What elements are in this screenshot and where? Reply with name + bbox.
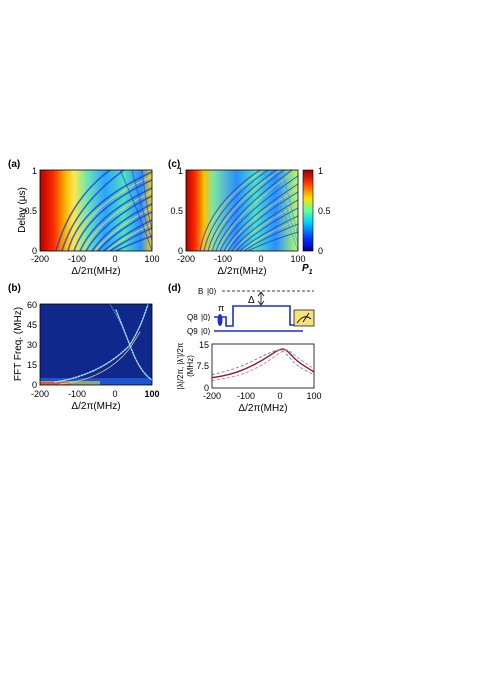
panel-d-yticks: 0 7.5 15 — [196, 340, 209, 393]
ytick-label: 0 — [32, 380, 37, 390]
fringes-c — [199, 170, 298, 251]
ytick-label: 0 — [204, 383, 209, 393]
panel-a-ylabel: Delay (μs) — [17, 187, 28, 233]
curve-dashed-2 — [212, 349, 314, 382]
panel-b-yticks: 0 15 30 45 60 — [27, 300, 37, 390]
panel-a-yticks: 0 0.5 1 — [24, 166, 37, 256]
ytick-label: 1 — [32, 166, 37, 176]
xtick-label: -100 — [68, 389, 86, 399]
panel-d-label: (d) — [168, 283, 181, 294]
ytick-label: 15 — [199, 340, 209, 350]
colorbar-label: P1 — [302, 263, 313, 276]
ytick-label: 0.5 — [170, 206, 183, 216]
ytick-label: 0 — [178, 246, 183, 256]
xtick-label: -200 — [203, 391, 221, 401]
level-q9-label: Q9 — [187, 327, 198, 336]
panel-c-label: (c) — [168, 159, 180, 170]
panel-d-xlabel: Δ/2π(MHz) — [238, 403, 287, 414]
xtick-label: 100 — [290, 254, 305, 264]
fringes-a-right — [119, 170, 152, 251]
ket-b: |0⟩ — [207, 287, 217, 296]
xtick-label: 0 — [258, 254, 263, 264]
colorbar-tick: 0.5 — [318, 206, 331, 216]
ytick-label: 0.5 — [24, 206, 37, 216]
colorbar-tick: 1 — [318, 166, 323, 176]
fringes-c-right — [261, 170, 298, 251]
ket-q8: |0⟩ — [201, 313, 211, 322]
colorbar-tick: 0 — [318, 246, 323, 256]
fft-branches — [54, 304, 152, 385]
xtick-label: 0 — [112, 254, 117, 264]
arrow-head-down-icon — [257, 300, 265, 306]
panel-b-xlabel: Δ/2π(MHz) — [71, 401, 120, 412]
panel-c-yticks: 0 0.5 1 — [170, 166, 183, 256]
arrow-head-up-icon — [257, 291, 265, 297]
panel-d-ylabel-unit: (MHz) — [186, 355, 195, 377]
panel-a-xticks: -200 -100 0 100 — [31, 254, 160, 264]
xtick-label: -100 — [237, 391, 255, 401]
ket-q9: |0⟩ — [201, 327, 211, 336]
panel-c-xlabel: Δ/2π(MHz) — [217, 266, 266, 277]
pi-label: π — [218, 303, 224, 313]
fft-map — [40, 304, 152, 385]
panel-c-xticks: -200 -100 0 100 — [177, 254, 306, 264]
panel-a-xlabel: Δ/2π(MHz) — [71, 266, 120, 277]
fringes-c-warm — [201, 170, 298, 251]
colorbar-gradient — [302, 169, 314, 252]
panel-b-ylabel: FFT Freq. (MHz) — [13, 307, 24, 381]
ytick-label: 60 — [27, 300, 37, 310]
panel-c: (c) — [168, 159, 306, 277]
xtick-label: -100 — [214, 254, 232, 264]
panel-b: (b) 0 15 30 45 60 -200 -100 0 100 — [8, 283, 160, 412]
colorbar: 1 0.5 0 P1 — [302, 166, 331, 276]
xtick-label: 100 — [144, 389, 159, 399]
panel-a: (a) — [8, 159, 160, 277]
panel-b-xticks: -200 -100 0 100 — [31, 389, 160, 399]
ytick-label: 15 — [27, 360, 37, 370]
xtick-label: 100 — [306, 391, 321, 401]
fringes-a — [55, 170, 152, 251]
panel-d-ylabel: |λ|/2π, |λ'|/2π — [176, 342, 185, 389]
ytick-label: 30 — [27, 340, 37, 350]
ytick-label: 45 — [27, 320, 37, 330]
xtick-label: -200 — [177, 254, 195, 264]
xtick-label: 0 — [277, 391, 282, 401]
xtick-label: 0 — [112, 389, 117, 399]
panel-a-label: (a) — [8, 159, 20, 170]
coupling-plot: 0 7.5 15 -200 -100 0 100 Δ/2π(MHz) |λ|/2… — [176, 340, 322, 414]
level-b-label: B — [198, 287, 203, 296]
pulse-sequence: B |0⟩ Q8 |0⟩ π Q9 |0⟩ Δ — [187, 287, 315, 336]
xtick-label: -200 — [31, 389, 49, 399]
ytick-label: 7.5 — [196, 361, 209, 371]
xtick-label: 100 — [144, 254, 159, 264]
q8-pulse-line — [214, 305, 303, 327]
panel-d: (d) B |0⟩ Q8 |0⟩ π Q9 |0⟩ Δ — [168, 283, 322, 414]
panel-d-xticks: -200 -100 0 100 — [203, 391, 322, 401]
xtick-label: -100 — [68, 254, 86, 264]
panel-b-label: (b) — [8, 283, 21, 294]
curve-solid — [212, 348, 314, 379]
curve-dashed-1 — [212, 349, 314, 376]
ytick-label: 1 — [178, 166, 183, 176]
level-q8-label: Q8 — [187, 313, 198, 322]
pi-pulse-icon — [217, 314, 223, 326]
ytick-label: 0 — [32, 246, 37, 256]
meter-icon — [296, 312, 312, 324]
fringes-a-warm — [70, 175, 152, 251]
delta-label: Δ — [248, 295, 255, 306]
readout-box — [293, 309, 315, 327]
xtick-label: -200 — [31, 254, 49, 264]
